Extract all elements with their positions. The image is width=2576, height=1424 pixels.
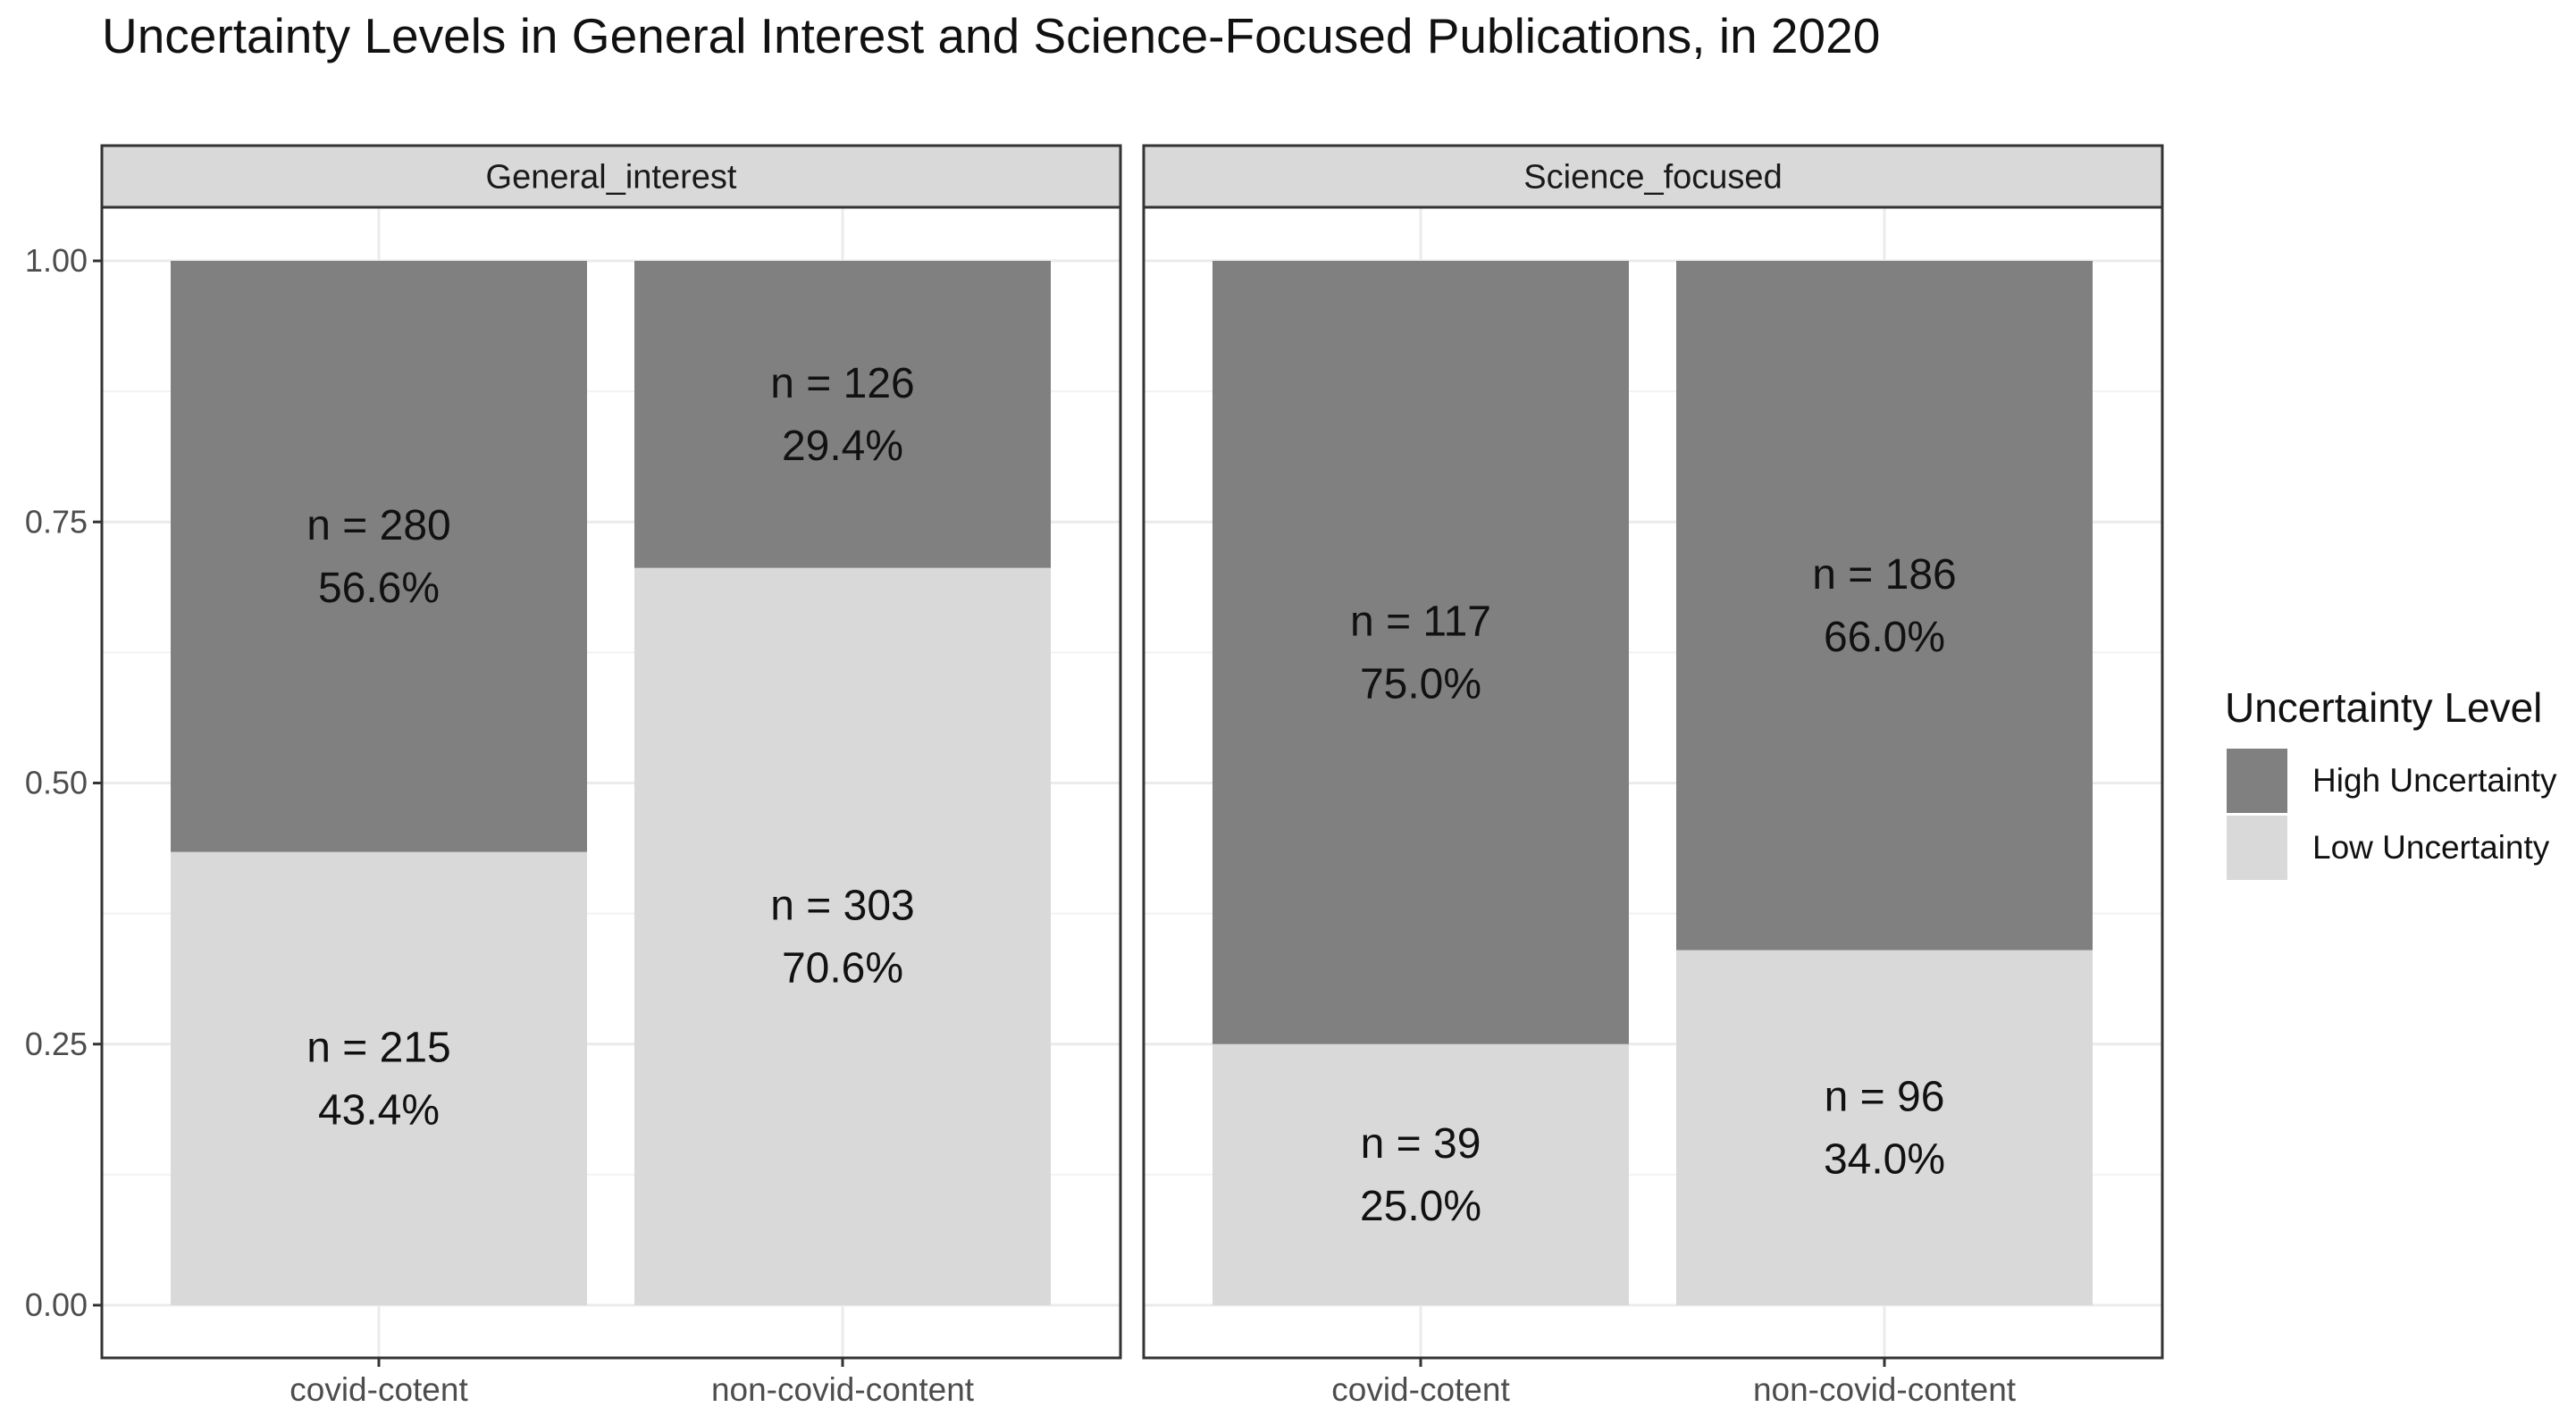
bar-segment-high bbox=[634, 261, 1051, 568]
data-label-count: n = 126 bbox=[770, 360, 914, 407]
data-label-percent: 43.4% bbox=[318, 1086, 440, 1134]
bar-segment-low bbox=[634, 567, 1051, 1305]
x-tick-label: non-covid-content bbox=[1753, 1371, 2017, 1408]
legend-label: Low Uncertainty bbox=[2312, 829, 2550, 866]
bar-segment-high bbox=[1212, 261, 1629, 1044]
data-label-count: n = 96 bbox=[1825, 1073, 1945, 1120]
y-tick-label: 0.25 bbox=[25, 1026, 88, 1062]
data-label-count: n = 303 bbox=[770, 882, 914, 929]
data-label-percent: 29.4% bbox=[782, 423, 903, 470]
x-tick-label: covid-cotent bbox=[1331, 1371, 1510, 1408]
bar-segment-high bbox=[171, 261, 587, 852]
bar-segment-low bbox=[171, 851, 587, 1305]
facet-label: Science_focused bbox=[1523, 159, 1782, 197]
data-label-percent: 56.6% bbox=[318, 565, 440, 612]
data-label-count: n = 215 bbox=[306, 1024, 450, 1071]
data-label-percent: 66.0% bbox=[1824, 614, 1945, 661]
data-label-count: n = 280 bbox=[306, 502, 450, 549]
data-label-percent: 34.0% bbox=[1824, 1135, 1945, 1183]
x-tick-label: covid-cotent bbox=[289, 1371, 468, 1408]
data-label-count: n = 117 bbox=[1350, 598, 1491, 645]
legend-key bbox=[2227, 749, 2287, 813]
data-label-percent: 25.0% bbox=[1360, 1183, 1481, 1230]
data-label-count: n = 39 bbox=[1361, 1120, 1481, 1168]
data-label-percent: 70.6% bbox=[782, 944, 903, 992]
data-label-percent: 75.0% bbox=[1360, 660, 1481, 708]
legend-label: High Uncertainty bbox=[2312, 762, 2557, 799]
chart-title: Uncertainty Levels in General Interest a… bbox=[102, 8, 1881, 63]
y-tick-label: 0.50 bbox=[25, 765, 88, 801]
legend-title: Uncertainty Level bbox=[2225, 684, 2542, 731]
bar-segment-high bbox=[1676, 261, 2093, 951]
facet-strip bbox=[100, 144, 1122, 209]
legend-key bbox=[2227, 816, 2287, 880]
facet-label: General_interest bbox=[486, 159, 737, 197]
y-tick-label: 0.00 bbox=[25, 1286, 88, 1323]
y-tick-label: 1.00 bbox=[25, 242, 88, 279]
bar-segment-low bbox=[1212, 1043, 1629, 1305]
y-tick-label: 0.75 bbox=[25, 503, 88, 540]
facet-strip bbox=[1142, 144, 2164, 209]
x-tick-label: non-covid-content bbox=[711, 1371, 975, 1408]
data-label-count: n = 186 bbox=[1812, 551, 1956, 599]
bar-segment-low bbox=[1676, 950, 2093, 1305]
